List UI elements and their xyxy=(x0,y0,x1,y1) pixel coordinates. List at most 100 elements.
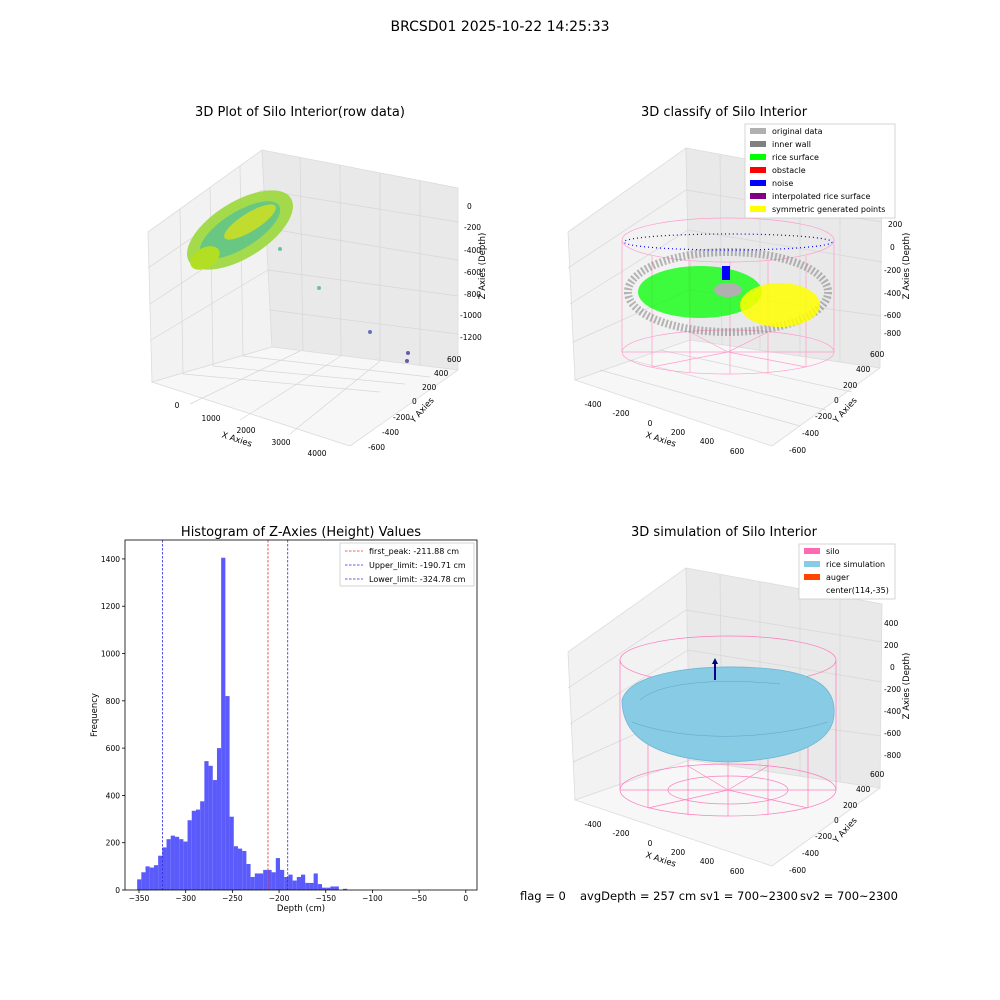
legend-label-interpolated: interpolated rice surface xyxy=(772,192,870,201)
histogram-y-tick-label: 1400 xyxy=(101,555,120,564)
histogram-bar xyxy=(309,882,314,890)
histogram-bar xyxy=(330,886,335,890)
classify-x-tick: 600 xyxy=(730,447,745,456)
classify-x-tick: 400 xyxy=(700,437,715,446)
raw-point-cloud xyxy=(186,190,294,270)
classify-z-label: Z Axies (Depth) xyxy=(902,233,912,300)
simulation-z-tick: 200 xyxy=(884,641,899,650)
legend-label-auger: auger xyxy=(826,573,850,582)
raw-x-ticks: 0 1000 2000 3000 4000 xyxy=(175,401,327,458)
histogram-bar xyxy=(271,872,276,890)
legend-swatch-obstacle xyxy=(750,167,766,173)
classify-z-tick: -800 xyxy=(884,329,901,338)
histogram-bar xyxy=(284,876,289,890)
histogram-bar xyxy=(191,810,196,890)
classify-z-tick: -600 xyxy=(884,311,901,320)
legend-label-original-data: original data xyxy=(772,127,823,136)
raw-y-ticks: -600 -400 -200 0 200 400 600 xyxy=(368,355,462,452)
histogram-bar xyxy=(292,880,297,890)
classify-y-tick: -400 xyxy=(802,429,819,438)
histogram-bar xyxy=(258,873,264,890)
classify-y-tick: -200 xyxy=(815,412,832,421)
classify-z-tick: -400 xyxy=(884,289,901,298)
simulation-axes-box xyxy=(567,567,883,867)
classify-z-tick: 200 xyxy=(888,220,903,229)
histogram-bar xyxy=(187,820,192,890)
legend-label-rice-simulation: rice simulation xyxy=(826,560,885,569)
legend-swatch-auger xyxy=(804,574,820,580)
histogram-x-tick-label: −100 xyxy=(362,894,383,903)
histogram-bar xyxy=(250,876,255,890)
histogram-bar xyxy=(225,696,230,890)
histogram-bar xyxy=(183,841,188,890)
legend-label-inner-wall: inner wall xyxy=(772,140,811,149)
simulation-z-ticks: 400 200 0 -200 -400 -600 -800 xyxy=(884,619,901,760)
histogram-bar xyxy=(158,855,163,890)
histogram-bar xyxy=(179,839,184,890)
histogram-bar xyxy=(296,876,301,890)
histogram-bar xyxy=(200,801,205,890)
raw-z-tick: 0 xyxy=(467,202,472,211)
histogram-x-tick-label: −300 xyxy=(175,894,196,903)
histogram-y-tick-label: 200 xyxy=(106,839,121,848)
raw-outlier-point xyxy=(317,286,321,290)
simulation-z-tick: -200 xyxy=(884,685,901,694)
simulation-z-tick: 0 xyxy=(890,663,895,672)
histogram-bar xyxy=(279,869,285,890)
panel-classify: 3D classify of Silo Interior xyxy=(567,105,912,456)
classify-y-ticks: -600 -400 -200 0 200 400 600 xyxy=(789,350,885,455)
simulation-y-tick: 400 xyxy=(856,785,871,794)
simulation-x-tick: -400 xyxy=(584,820,601,829)
histogram-bar xyxy=(233,846,238,890)
histogram-x-tick-label: −50 xyxy=(411,894,427,903)
raw-z-tick: -1000 xyxy=(460,311,482,320)
simulation-x-ticks: -400 -200 0 200 400 600 xyxy=(584,820,744,876)
histogram-bar xyxy=(288,874,293,890)
simulation-y-tick: -400 xyxy=(802,849,819,858)
legend-swatch-original-data xyxy=(750,128,766,134)
classify-x-tick: 200 xyxy=(671,428,686,437)
simulation-x-tick: 200 xyxy=(671,848,686,857)
classify-z-tick: 0 xyxy=(890,243,895,252)
raw-x-tick: 1000 xyxy=(201,414,220,423)
raw-outlier-points xyxy=(278,247,410,363)
histogram-bar xyxy=(263,869,268,890)
simulation-z-tick: -600 xyxy=(884,729,901,738)
legend-label-noise: noise xyxy=(772,179,793,188)
histogram-y-tick-label: 400 xyxy=(106,791,121,800)
simulation-x-tick: 400 xyxy=(700,857,715,866)
histogram-bar xyxy=(212,780,217,890)
raw-outlier-point xyxy=(405,359,409,363)
histogram-y-tick-label: 600 xyxy=(106,744,121,753)
figure-title: BRCSD01 2025-10-22 14:25:33 xyxy=(390,19,609,35)
simulation-y-tick: -600 xyxy=(789,866,806,875)
raw-y-tick: 200 xyxy=(422,383,437,392)
classify-x-tick: 0 xyxy=(648,419,653,428)
histogram-x-tick-label: −150 xyxy=(315,894,336,903)
histogram-y-tick-label: 0 xyxy=(115,886,120,895)
histogram-bar xyxy=(275,858,280,890)
histogram-bar xyxy=(305,882,310,890)
histogram-bar xyxy=(322,887,327,890)
raw-z-tick: -400 xyxy=(464,246,481,255)
histogram-bar xyxy=(237,848,243,890)
legend-label-rice-surface: rice surface xyxy=(772,153,819,162)
histogram-bar xyxy=(242,850,247,890)
legend-label-symmetric: symmetric generated points xyxy=(772,205,885,214)
histogram-bar xyxy=(334,886,339,890)
legend-swatch-rice-surface xyxy=(750,154,766,160)
legend-swatch-symmetric xyxy=(750,206,766,212)
histogram-bar xyxy=(267,869,272,890)
legend-label-lower-limit: Lower_limit: -324.78 cm xyxy=(369,575,466,584)
raw-y-tick: -600 xyxy=(368,443,385,452)
histogram-bar xyxy=(254,873,259,890)
simulation-auger xyxy=(712,658,718,680)
legend-label-first-peak: first_peak: -211.88 cm xyxy=(369,547,459,556)
classify-y-tick: 200 xyxy=(843,381,858,390)
legend-swatch-silo xyxy=(804,548,820,554)
classify-z-tick: -200 xyxy=(884,266,901,275)
histogram-bar xyxy=(301,874,306,890)
histogram-bar xyxy=(141,872,146,890)
histogram-x-ticks: −350 −300 −250 −200 −150 −100 −50 0 xyxy=(129,890,468,903)
histogram-frame xyxy=(124,539,478,891)
